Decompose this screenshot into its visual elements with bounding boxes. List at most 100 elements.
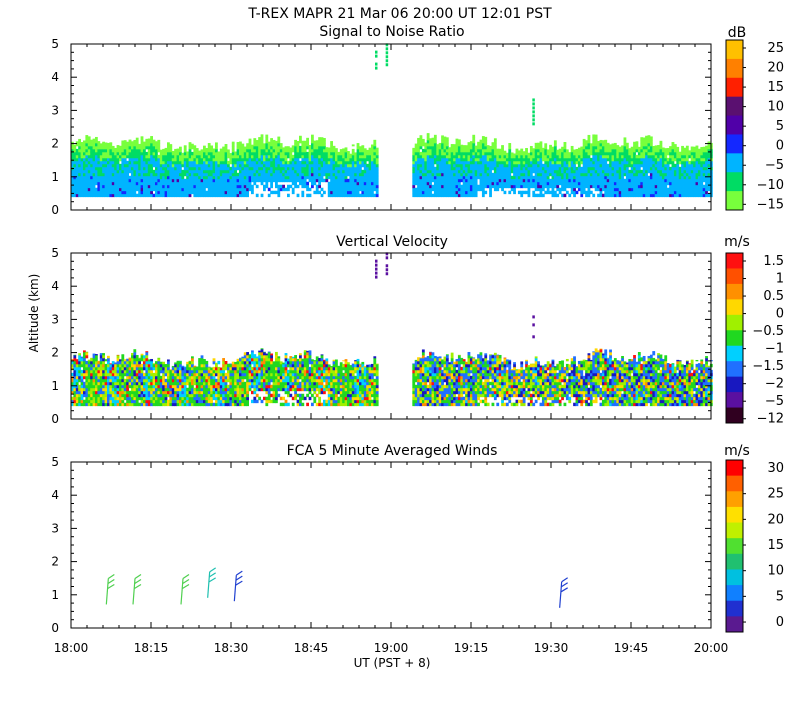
heatmap-cell bbox=[672, 191, 675, 194]
heatmap-cell bbox=[335, 167, 338, 170]
heatmap-cell bbox=[321, 155, 324, 158]
heatmap-cell bbox=[359, 167, 362, 170]
heatmap-cell bbox=[645, 161, 648, 164]
heatmap-cell bbox=[129, 394, 132, 397]
heatmap-cell bbox=[373, 146, 376, 149]
heatmap-cell bbox=[638, 152, 641, 155]
heatmap-cell bbox=[109, 173, 112, 176]
heatmap-cell bbox=[648, 170, 651, 173]
heatmap-cell bbox=[595, 158, 598, 161]
heatmap-cell bbox=[258, 137, 261, 140]
heatmap-cell bbox=[631, 149, 634, 152]
heatmap-cell bbox=[561, 182, 564, 185]
heatmap-cell bbox=[198, 152, 201, 155]
heatmap-cell bbox=[583, 161, 586, 164]
heatmap-cell bbox=[436, 179, 439, 182]
heatmap-cell bbox=[650, 164, 653, 167]
heatmap-cell bbox=[561, 149, 564, 152]
heatmap-cell bbox=[136, 179, 139, 182]
heatmap-cell bbox=[552, 161, 555, 164]
heatmap-cell bbox=[232, 191, 235, 194]
heatmap-cell bbox=[357, 161, 360, 164]
heatmap-cell bbox=[439, 158, 442, 161]
heatmap-cell bbox=[518, 150, 521, 152]
heatmap-cell bbox=[318, 149, 321, 152]
heatmap-cell bbox=[157, 176, 160, 179]
heatmap-cell bbox=[265, 173, 268, 176]
heatmap-cell bbox=[516, 182, 519, 185]
heatmap-cell bbox=[580, 173, 583, 176]
heatmap-cell bbox=[100, 194, 103, 197]
heatmap-cell bbox=[520, 149, 523, 150]
heatmap-cell bbox=[475, 164, 478, 167]
heatmap-cell bbox=[604, 173, 607, 176]
heatmap-cell bbox=[364, 191, 367, 194]
heatmap-cell bbox=[129, 179, 132, 182]
heatmap-cell bbox=[81, 364, 84, 367]
heatmap-cell bbox=[609, 149, 612, 152]
heatmap-cell bbox=[501, 146, 504, 149]
heatmap-cell bbox=[234, 152, 237, 153]
heatmap-cell bbox=[371, 146, 374, 149]
heatmap-cell bbox=[532, 106, 535, 109]
heatmap-cell bbox=[277, 194, 280, 197]
heatmap-cell bbox=[301, 155, 304, 158]
heatmap-cell bbox=[667, 149, 670, 152]
heatmap-cell bbox=[196, 155, 199, 158]
heatmap-cell bbox=[265, 185, 268, 188]
heatmap-cell bbox=[700, 176, 703, 179]
heatmap-cell bbox=[511, 179, 514, 182]
heatmap-cell bbox=[191, 144, 194, 147]
heatmap-cell bbox=[684, 182, 687, 185]
heatmap-cell bbox=[432, 149, 435, 152]
heatmap-cell bbox=[597, 173, 600, 176]
heatmap-cell bbox=[205, 170, 208, 173]
heatmap-cell bbox=[633, 182, 636, 185]
heatmap-cell bbox=[480, 158, 483, 161]
heatmap-cell bbox=[484, 158, 487, 161]
heatmap-cell bbox=[203, 170, 206, 173]
heatmap-cell bbox=[153, 194, 156, 197]
heatmap-cell bbox=[347, 170, 350, 173]
heatmap-cell bbox=[537, 152, 540, 155]
heatmap-cell bbox=[227, 161, 230, 164]
heatmap-cell bbox=[640, 170, 643, 173]
heatmap-cell bbox=[602, 158, 605, 161]
heatmap-cell bbox=[165, 161, 168, 164]
heatmap-cell bbox=[112, 182, 115, 185]
heatmap-cell bbox=[508, 152, 511, 155]
heatmap-cell bbox=[330, 161, 333, 164]
heatmap-cell bbox=[88, 188, 91, 191]
heatmap-cell bbox=[357, 176, 360, 179]
heatmap-cell bbox=[318, 182, 321, 185]
heatmap-cell bbox=[566, 167, 569, 170]
heatmap-cell bbox=[684, 155, 687, 158]
heatmap-cell bbox=[162, 176, 165, 179]
heatmap-cell bbox=[578, 149, 581, 152]
heatmap-cell bbox=[708, 164, 711, 167]
heatmap-cell bbox=[640, 155, 643, 158]
heatmap-cell bbox=[73, 158, 76, 161]
velocity-heatmap bbox=[71, 252, 713, 406]
heatmap-cell bbox=[112, 361, 115, 364]
heatmap-cell bbox=[129, 364, 132, 367]
heatmap-cell bbox=[85, 400, 88, 403]
heatmap-cell bbox=[463, 176, 466, 179]
heatmap-cell bbox=[83, 364, 86, 367]
heatmap-cell bbox=[189, 173, 192, 176]
heatmap-cell bbox=[340, 173, 343, 176]
heatmap-cell bbox=[285, 173, 288, 176]
heatmap-cell bbox=[112, 188, 115, 191]
heatmap-cell bbox=[129, 379, 132, 382]
heatmap-cell bbox=[88, 179, 91, 182]
heatmap-cell bbox=[696, 155, 699, 158]
heatmap-cell bbox=[215, 176, 218, 179]
heatmap-cell bbox=[73, 403, 76, 406]
heatmap-cell bbox=[179, 161, 182, 164]
heatmap-cell bbox=[237, 185, 240, 188]
heatmap-cell bbox=[256, 194, 259, 197]
heatmap-cell bbox=[241, 191, 244, 194]
heatmap-cell bbox=[107, 194, 110, 197]
heatmap-cell bbox=[90, 397, 93, 400]
heatmap-cell bbox=[703, 152, 706, 155]
